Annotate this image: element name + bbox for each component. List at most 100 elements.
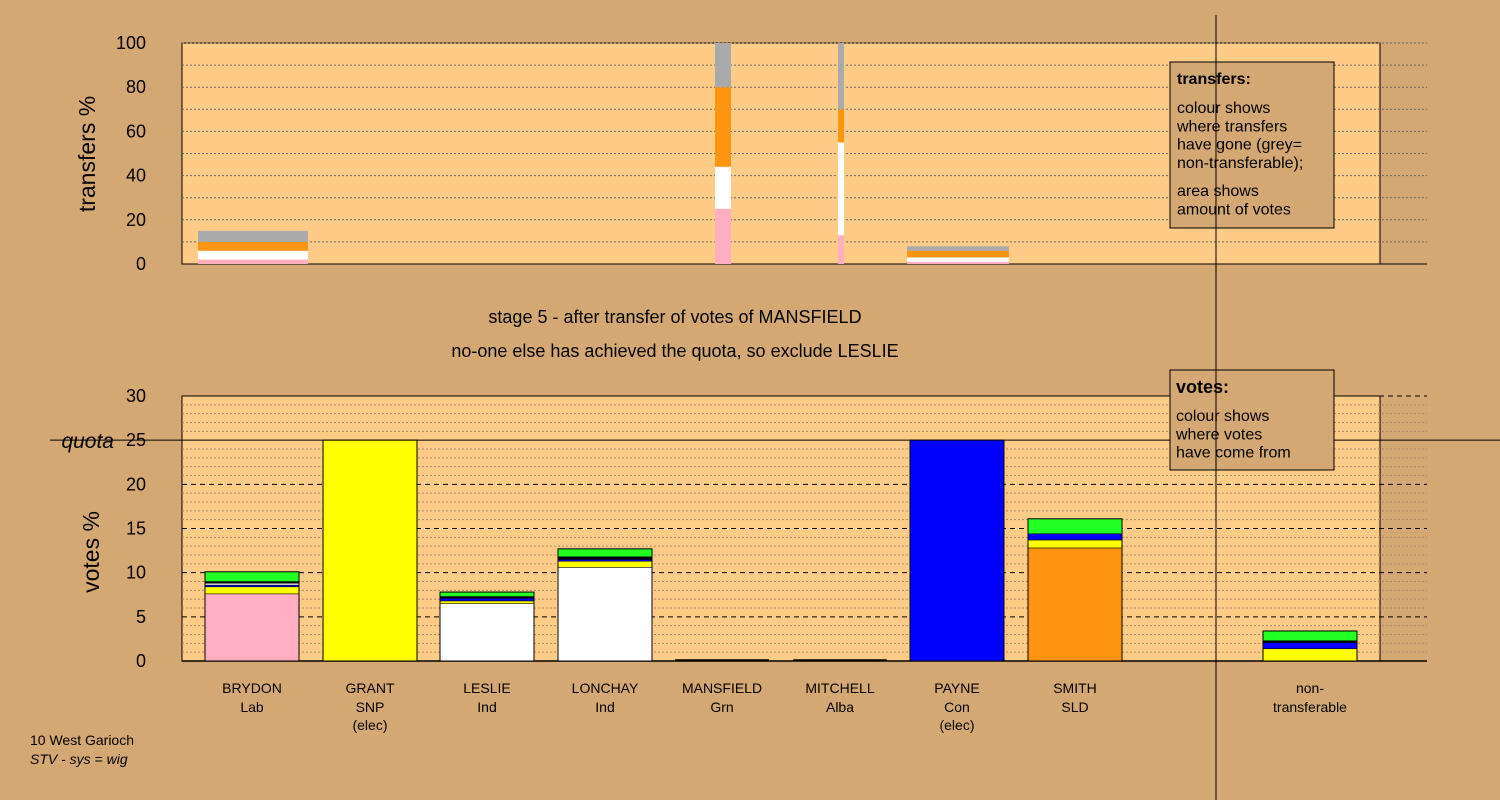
transfer-segment — [907, 246, 1009, 251]
transfers-tick-label: 60 — [126, 121, 146, 141]
candidate-party-label: SNP — [356, 699, 385, 715]
candidate-party-label: Lab — [240, 699, 264, 715]
vote-segment — [439, 600, 535, 604]
candidate-party-label: transferable — [1273, 699, 1347, 715]
transfer-segment — [838, 43, 844, 110]
candidate-note-label: (elec) — [352, 717, 387, 733]
votes-legend-text: colour shows — [1176, 408, 1269, 425]
vote-bar-outline — [557, 548, 653, 662]
vote-segment — [1262, 642, 1358, 649]
votes-legend-title: votes: — [1176, 377, 1229, 397]
transfers-tick-label: 80 — [126, 77, 146, 97]
votes-tick-label: 5 — [136, 607, 146, 627]
votes-tick-label: 25 — [126, 430, 146, 450]
transfers-legend-text: where transfers — [1176, 118, 1287, 135]
vote-segment — [439, 596, 535, 599]
transfer-segment — [715, 208, 731, 264]
candidate-name-label: LONCHAY — [572, 680, 639, 696]
vote-segment — [322, 439, 418, 662]
footer-ward: 10 West Garioch — [30, 732, 134, 748]
transfers-legend-title: transfers: — [1177, 71, 1251, 88]
vote-segment — [1262, 640, 1358, 643]
vote-bar-outline — [322, 439, 418, 662]
transfer-segment — [838, 109, 844, 143]
vote-segment — [557, 560, 653, 568]
candidate-name-label: PAYNE — [934, 680, 979, 696]
candidate-party-label: Alba — [826, 699, 854, 715]
vote-segment — [204, 581, 300, 584]
transfers-legend-text: colour shows — [1177, 100, 1270, 117]
transfer-segment — [198, 250, 308, 260]
transfer-segment — [198, 241, 308, 251]
transfers-tick-label: 40 — [126, 166, 146, 186]
candidate-name-label: GRANT — [346, 680, 395, 696]
candidate-name-label: BRYDON — [222, 680, 282, 696]
transfer-segment — [907, 261, 1009, 264]
votes-tick-label: 20 — [126, 474, 146, 494]
transfers-tick-label: 0 — [136, 254, 146, 274]
transfers-legend-text: area shows — [1177, 183, 1259, 200]
transfers-legend-text: amount of votes — [1177, 201, 1291, 218]
transfers-legend-text: have gone (grey= — [1177, 137, 1302, 154]
candidate-party-label: Con — [944, 699, 970, 715]
transfers-tick-label: 100 — [116, 33, 146, 53]
transfer-segment — [907, 250, 1009, 258]
transfers-legend-text: non-transferable); — [1177, 155, 1303, 172]
candidate-party-label: Ind — [477, 699, 496, 715]
candidate-note-label: (elec) — [939, 717, 974, 733]
votes-legend-text: where votes — [1175, 426, 1262, 443]
transfer-segment — [198, 230, 308, 242]
transfer-segment — [838, 235, 844, 264]
transfer-segment — [715, 87, 731, 167]
candidate-party-label: Ind — [595, 699, 614, 715]
transfers-legend-box — [1169, 61, 1335, 229]
votes-y-label: votes % — [78, 511, 104, 593]
vote-segment — [557, 559, 653, 562]
votes-tick-label: 30 — [126, 386, 146, 406]
candidate-party-label: SLD — [1061, 699, 1088, 715]
footer-system: STV - sys = wig — [30, 751, 128, 767]
vote-segment — [557, 567, 653, 662]
candidate-name-label: SMITH — [1053, 680, 1097, 696]
vote-segment — [557, 556, 653, 560]
vote-segment — [439, 598, 535, 602]
candidate-name-label: MITCHELL — [805, 680, 874, 696]
vote-bar-outline — [1262, 630, 1358, 662]
vote-segment — [1027, 533, 1123, 541]
candidate-name-label: non- — [1296, 680, 1324, 696]
vote-segment — [1027, 547, 1123, 662]
candidate-party-label: Grn — [710, 699, 733, 715]
vote-segment — [204, 593, 300, 662]
transfer-segment — [715, 43, 731, 88]
vote-segment — [439, 591, 535, 597]
votes-tick-label: 15 — [126, 519, 146, 539]
vote-segment — [204, 583, 300, 586]
quota-label: quota — [61, 430, 114, 453]
vote-segment — [1262, 630, 1358, 641]
vote-segment — [204, 584, 300, 588]
vote-segment — [1027, 518, 1123, 535]
vote-segment — [557, 548, 653, 558]
transfer-segment — [907, 257, 1009, 262]
vote-segment — [1027, 539, 1123, 549]
votes-tick-label: 10 — [126, 563, 146, 583]
vote-segment — [204, 586, 300, 595]
votes-tick-label: 0 — [136, 651, 146, 671]
vote-bar-outline — [909, 439, 1005, 662]
vote-segment — [1262, 648, 1358, 662]
transfers-tick-label: 20 — [126, 210, 146, 230]
transfer-segment — [838, 142, 844, 236]
transfer-segment — [198, 259, 308, 264]
vote-segment — [909, 439, 1005, 662]
vote-bar-outline — [1027, 518, 1123, 662]
stage-subtitle: no-one else has achieved the quota, so e… — [451, 341, 898, 361]
votes-legend-box — [1169, 369, 1335, 471]
candidate-name-label: LESLIE — [463, 680, 510, 696]
transfer-segment — [715, 166, 731, 209]
votes-legend-text: have come from — [1176, 445, 1291, 462]
vote-bar-outline — [204, 571, 300, 662]
transfers-y-label: transfers % — [74, 96, 100, 212]
